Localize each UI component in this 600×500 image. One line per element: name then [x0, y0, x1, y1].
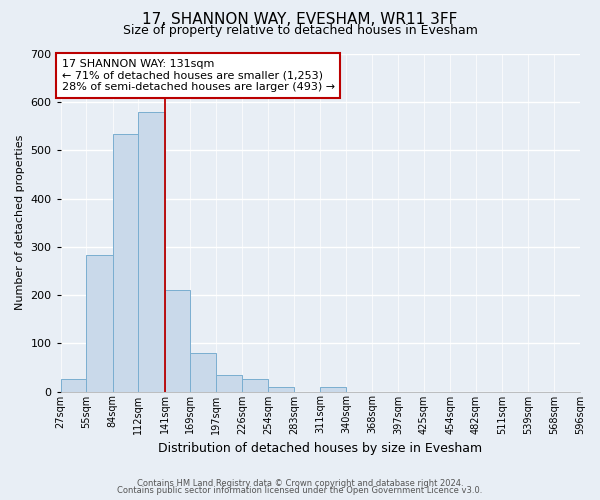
Bar: [113, 134, 138, 392]
Text: 17, SHANNON WAY, EVESHAM, WR11 3FF: 17, SHANNON WAY, EVESHAM, WR11 3FF: [142, 12, 458, 28]
Bar: [242, 380, 268, 392]
Text: Contains public sector information licensed under the Open Government Licence v3: Contains public sector information licen…: [118, 486, 482, 495]
Y-axis label: Number of detached properties: Number of detached properties: [15, 135, 25, 310]
Text: Size of property relative to detached houses in Evesham: Size of property relative to detached ho…: [122, 24, 478, 37]
Bar: [61, 380, 86, 392]
Text: Contains HM Land Registry data © Crown copyright and database right 2024.: Contains HM Land Registry data © Crown c…: [137, 478, 463, 488]
Bar: [165, 290, 190, 392]
Text: 17 SHANNON WAY: 131sqm
← 71% of detached houses are smaller (1,253)
28% of semi-: 17 SHANNON WAY: 131sqm ← 71% of detached…: [62, 59, 335, 92]
X-axis label: Distribution of detached houses by size in Evesham: Distribution of detached houses by size …: [158, 442, 482, 455]
Bar: [190, 353, 216, 392]
Bar: [138, 112, 165, 392]
Bar: [86, 255, 113, 392]
Bar: [320, 386, 346, 392]
Bar: [216, 374, 242, 392]
Bar: [268, 386, 295, 392]
